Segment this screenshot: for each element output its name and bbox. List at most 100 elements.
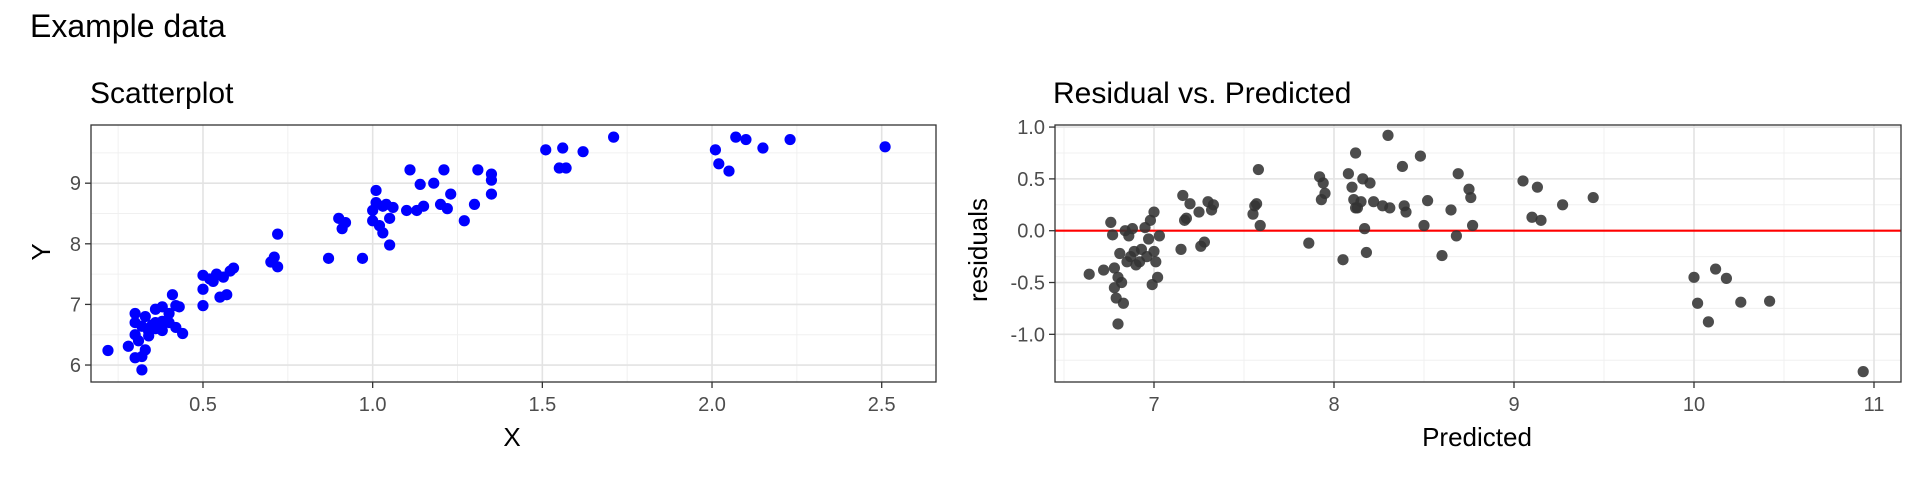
- scatterplot-point: [560, 162, 572, 174]
- scatterplot-point: [272, 228, 284, 240]
- scatterplot-point: [472, 164, 484, 176]
- residual-points: [1083, 129, 1869, 378]
- scatterplot-points: [102, 131, 891, 376]
- residual-point: [1184, 198, 1196, 210]
- residual-point: [1346, 181, 1358, 193]
- scatterplot-point: [339, 216, 352, 229]
- scatterplot-point: [468, 198, 481, 211]
- scatterplot-point: [784, 133, 796, 146]
- residual-point: [1175, 243, 1187, 255]
- scatterplot-point: [149, 316, 162, 329]
- residual-point: [1450, 230, 1462, 242]
- residual-point: [1180, 212, 1192, 224]
- scatterplot-title: Scatterplot: [90, 77, 234, 110]
- scatterplot-point: [370, 184, 382, 197]
- scatterplot-point: [356, 252, 369, 264]
- residual-x-tick-label: 8: [1328, 394, 1339, 416]
- scatterplot-point: [577, 146, 589, 158]
- residual-point: [1153, 230, 1165, 242]
- scatterplot-point: [197, 300, 209, 312]
- residual-point: [1251, 198, 1263, 210]
- residual-x-tick-label: 11: [1864, 394, 1885, 416]
- scatterplot-point: [485, 168, 498, 180]
- residual-point: [1116, 276, 1128, 289]
- scatterplot-point: [757, 142, 769, 154]
- residual-title: Residual vs. Predicted: [1053, 77, 1351, 110]
- residual-point: [1720, 272, 1732, 284]
- residual-point: [1114, 247, 1126, 260]
- scatterplot-point: [132, 335, 145, 347]
- residual-point: [1252, 163, 1264, 176]
- scatterplot-point: [723, 165, 735, 177]
- scatterplot-point: [136, 364, 148, 376]
- scatterplot-point: [139, 310, 151, 323]
- residual-point: [1735, 296, 1747, 308]
- page-title: Example data: [30, 8, 226, 44]
- scatterplot-point: [268, 251, 280, 263]
- residual-point: [1143, 233, 1155, 245]
- residual-y-tick-label: 1.0: [1017, 117, 1045, 139]
- scatterplot-point: [102, 344, 114, 357]
- scatterplot-point: [384, 212, 396, 224]
- residual-y-tick-label: 0.0: [1017, 221, 1045, 243]
- residual-point: [1126, 223, 1138, 235]
- residual-point: [1359, 223, 1371, 235]
- residual-point: [1452, 168, 1464, 180]
- residual-point: [1112, 318, 1124, 330]
- residual-point: [1148, 245, 1160, 258]
- residual-point: [1436, 249, 1448, 262]
- residual-y-tick-label: -0.5: [1011, 273, 1045, 295]
- scatterplot-x-ticks: 0.5 1.0 1.5 2.0 2.5: [189, 382, 896, 416]
- residual-point: [1083, 268, 1095, 280]
- residual-point: [1368, 196, 1380, 208]
- scatterplot-point: [485, 188, 498, 200]
- scatterplot-panel-border: [90, 124, 937, 383]
- residual-point: [1400, 206, 1412, 218]
- scatterplot-y-ticks: 6 7 8 9: [70, 173, 91, 377]
- scatterplot-panel: Scatterplot 0.5 1.0 1.5 2.0 2.5 6 7 8 9 X Y: [26, 77, 937, 452]
- residual-point: [1177, 189, 1189, 202]
- residual-point: [1350, 147, 1362, 159]
- scatterplot-point: [445, 188, 457, 200]
- residual-point: [1384, 202, 1396, 214]
- residual-point: [1355, 196, 1367, 208]
- scatterplot-y-tick-label: 8: [70, 234, 81, 256]
- residual-point: [1117, 297, 1129, 309]
- scatterplot-point: [377, 227, 389, 239]
- scatterplot-x-tick-label: 2.5: [868, 394, 896, 416]
- scatterplot-point: [173, 301, 185, 313]
- residual-x-axis-label: Predicted: [1422, 422, 1532, 452]
- scatterplot-point: [713, 158, 725, 170]
- scatterplot-point: [143, 330, 155, 342]
- residual-x-tick-label: 7: [1148, 394, 1159, 416]
- residual-x-tick-label: 10: [1683, 394, 1705, 416]
- residual-point: [1531, 181, 1543, 193]
- scatterplot-point: [438, 164, 450, 176]
- residual-panel-border: [1054, 124, 1902, 383]
- residual-y-tick-label: 0.5: [1017, 169, 1045, 191]
- scatterplot-x-axis-label: X: [503, 422, 520, 452]
- scatterplot-point: [404, 164, 416, 176]
- scatterplot-y-tick-label: 6: [70, 355, 81, 377]
- residual-y-tick-label: -1.0: [1011, 324, 1045, 346]
- scatterplot-point: [221, 289, 233, 301]
- scatterplot-point: [428, 177, 440, 189]
- residual-point: [1702, 316, 1714, 328]
- residual-point: [1342, 168, 1354, 180]
- residual-point: [1254, 219, 1266, 232]
- scatterplot-point: [417, 200, 430, 212]
- scatterplot-point: [197, 283, 209, 295]
- scatterplot-point: [227, 262, 240, 274]
- residual-point: [1535, 214, 1547, 226]
- residual-point: [1105, 216, 1117, 229]
- scatterplot-point: [414, 178, 426, 191]
- residual-point: [1107, 229, 1119, 241]
- residual-point: [1396, 160, 1408, 173]
- residual-point: [1207, 199, 1219, 211]
- scatterplot-y-axis-label: Y: [26, 243, 56, 260]
- residual-point: [1382, 129, 1394, 141]
- scatterplot-y-tick-label: 9: [70, 173, 81, 195]
- residual-point: [1303, 237, 1315, 249]
- residual-point: [1465, 191, 1477, 204]
- scatterplot-point: [879, 141, 891, 153]
